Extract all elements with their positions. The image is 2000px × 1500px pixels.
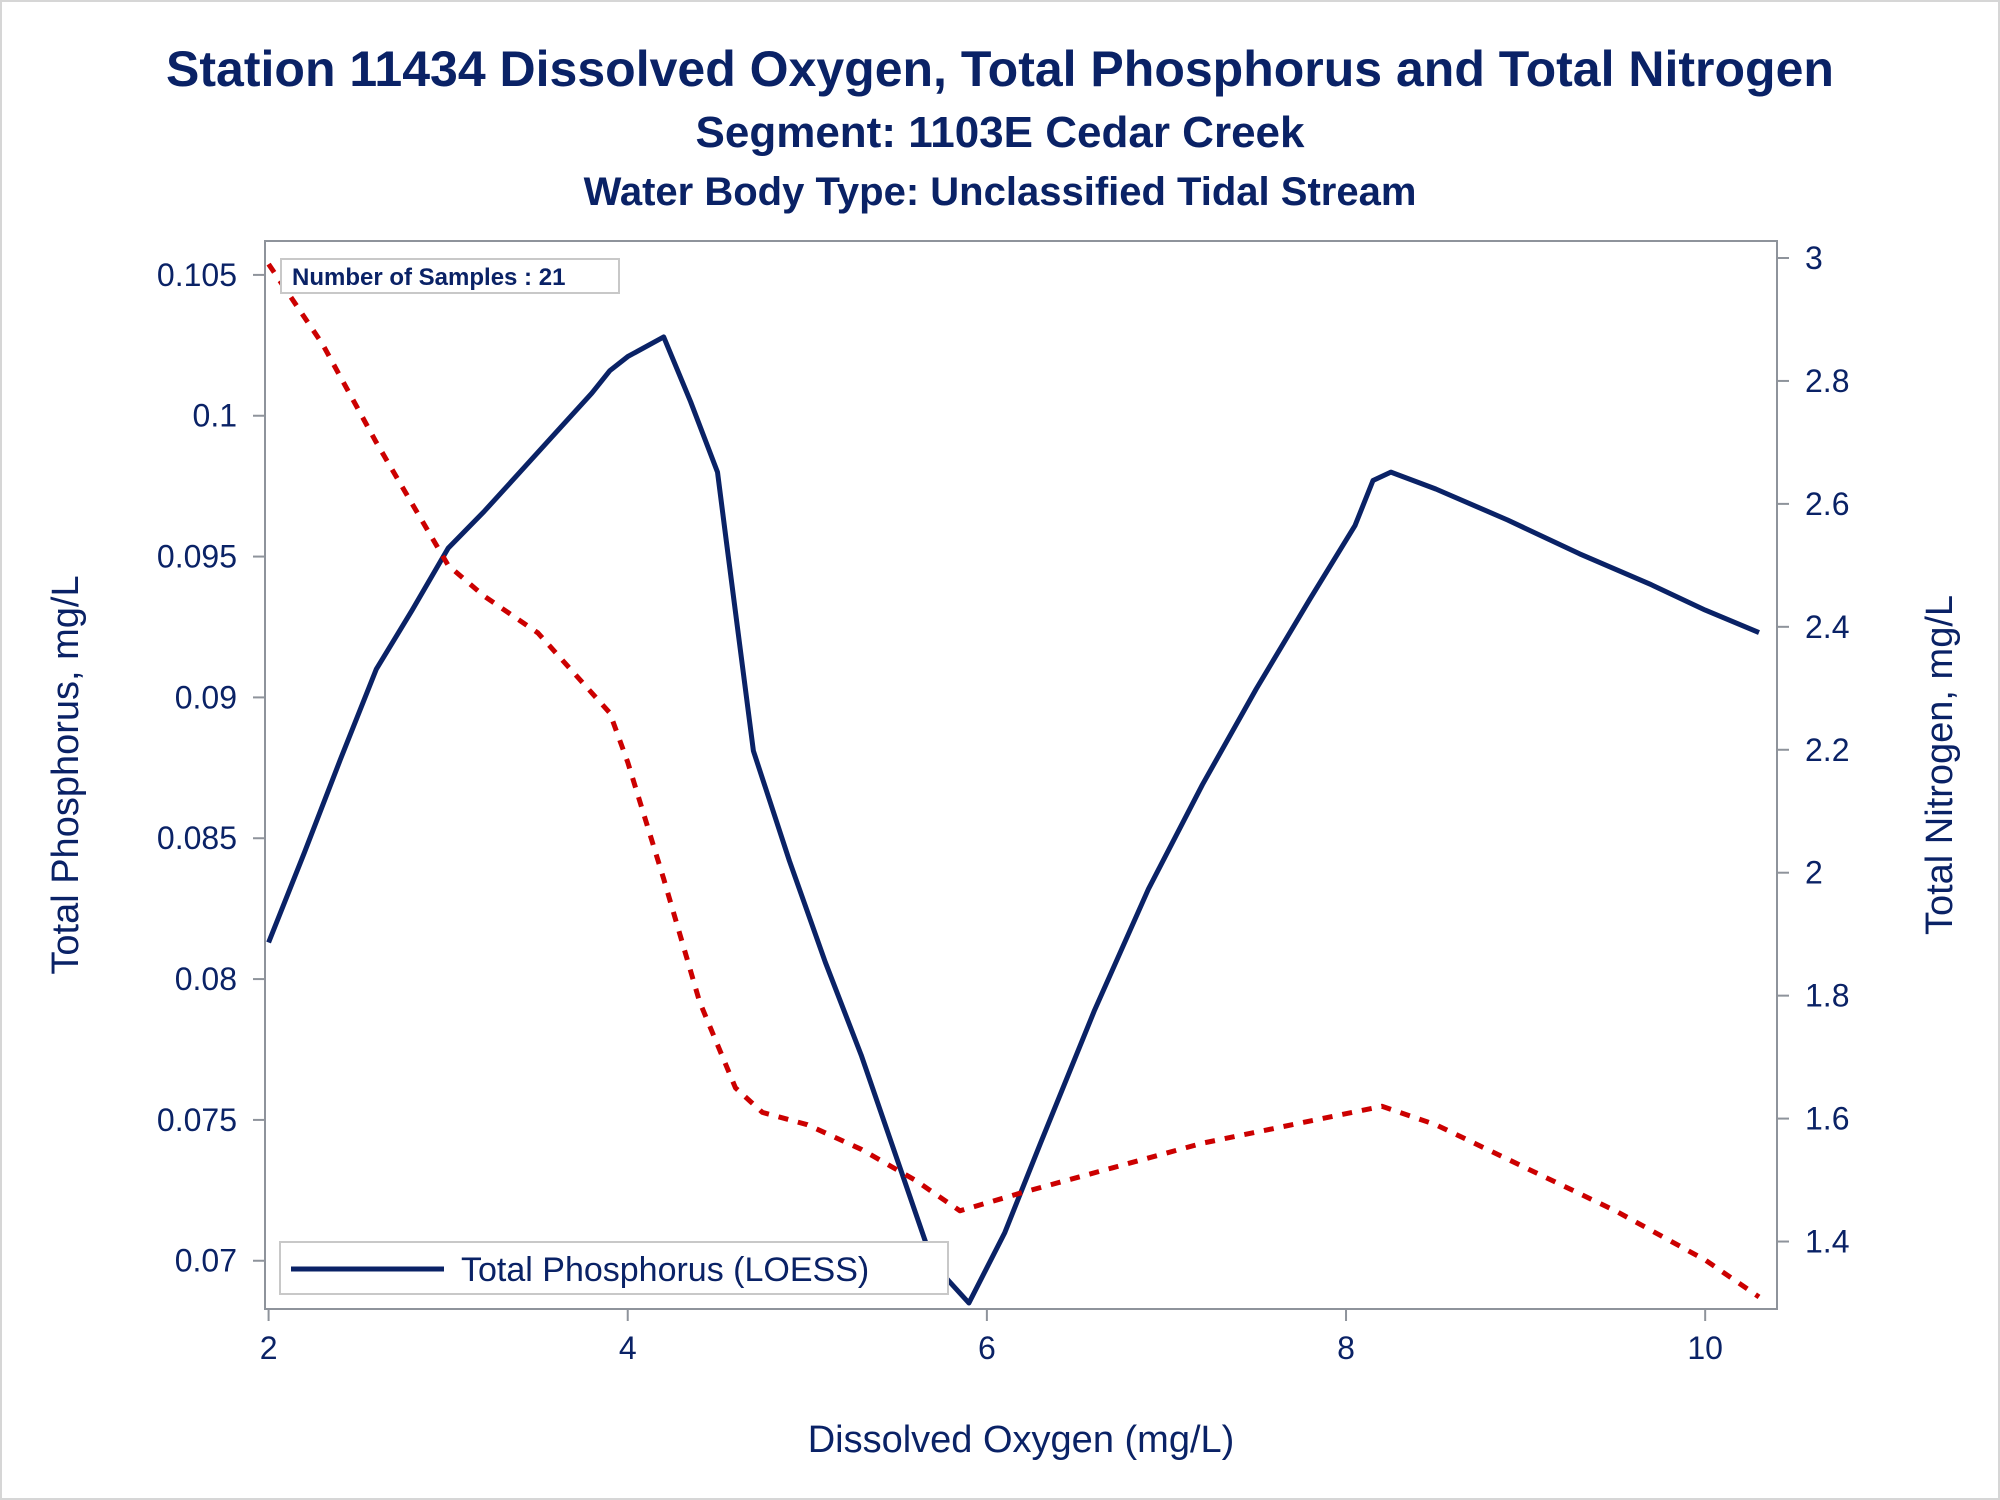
x-tick-label: 6 xyxy=(978,1330,996,1366)
chart-title: Station 11434 Dissolved Oxygen, Total Ph… xyxy=(166,41,1834,97)
x-tick-label: 2 xyxy=(260,1330,278,1366)
y-right-tick-label: 1.4 xyxy=(1805,1224,1849,1260)
chart-subtitle-segment: Segment: 1103E Cedar Creek xyxy=(695,108,1305,157)
y-right-tick-label: 3 xyxy=(1805,240,1823,276)
y-right-tick-label: 2.6 xyxy=(1805,486,1849,522)
y-axis-right: 1.4 1.6 1.8 2 2.2 2.4 2.6 2.8 3 xyxy=(1777,240,1849,1260)
y-axis-left: 0.07 0.075 0.08 0.085 0.09 0.095 0.1 0.105 xyxy=(157,257,265,1279)
y-right-tick-label: 2.2 xyxy=(1805,732,1849,768)
legend: Total Phosphorus (LOESS) xyxy=(279,1241,949,1295)
x-axis-label: Dissolved Oxygen (mg/L) xyxy=(808,1419,1235,1461)
y-right-tick-label: 2 xyxy=(1805,855,1823,891)
total-nitrogen-series-line xyxy=(266,262,1761,1299)
y-left-tick-label: 0.08 xyxy=(175,961,237,997)
y-axis-left-label: Total Phosphorus, mg/L xyxy=(45,575,87,974)
y-left-tick-label: 0.095 xyxy=(157,539,237,575)
sample-count-text: Number of Samples : 21 xyxy=(292,264,565,291)
x-tick-label: 10 xyxy=(1687,1330,1723,1366)
x-tick-label: 8 xyxy=(1337,1330,1355,1366)
y-left-tick-label: 0.075 xyxy=(157,1102,237,1138)
y-axis-right-label: Total Nitrogen, mg/L xyxy=(1919,595,1961,935)
legend-label: Total Phosphorus (LOESS) xyxy=(461,1251,869,1289)
x-tick-label: 4 xyxy=(619,1330,637,1366)
y-left-tick-label: 0.105 xyxy=(157,257,237,293)
y-right-tick-label: 1.8 xyxy=(1805,978,1849,1014)
chart-subtitle-waterbody: Water Body Type: Unclassified Tidal Stre… xyxy=(583,170,1417,214)
y-left-tick-label: 0.1 xyxy=(193,398,237,434)
total-phosphorus-series-line xyxy=(266,334,1760,1306)
plot-area-frame xyxy=(264,240,1778,1310)
y-right-tick-label: 1.6 xyxy=(1805,1101,1849,1137)
sample-count-frame xyxy=(280,258,620,294)
y-left-tick-label: 0.085 xyxy=(157,820,237,856)
y-left-tick-label: 0.09 xyxy=(175,679,237,715)
x-axis: 2 4 6 8 10 xyxy=(260,1309,1723,1366)
series-layer xyxy=(266,262,1761,1306)
sample-count-box: Number of Samples : 21 xyxy=(280,258,620,294)
y-right-tick-label: 2.8 xyxy=(1805,363,1849,399)
y-left-tick-label: 0.07 xyxy=(175,1243,237,1279)
y-right-tick-label: 2.4 xyxy=(1805,609,1849,645)
